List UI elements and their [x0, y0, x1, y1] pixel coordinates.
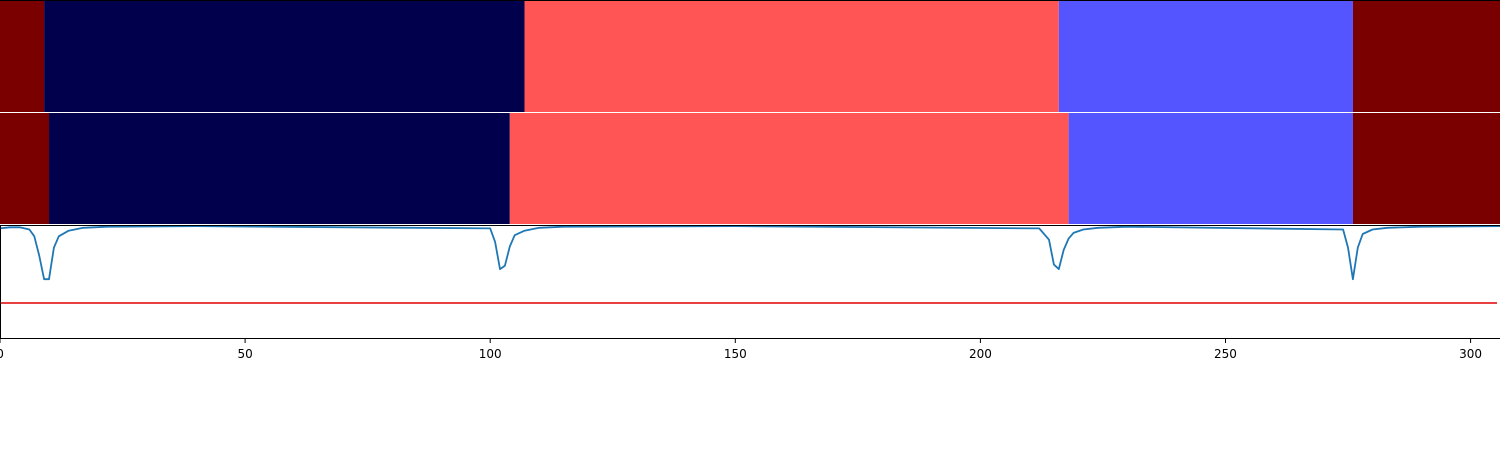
segment-class-d [1068, 113, 1353, 224]
segment-class-c [524, 1, 1059, 112]
segment-class-a [0, 113, 50, 224]
x-tick-label: 0 [0, 347, 4, 361]
segment-track-2 [0, 113, 1500, 224]
segment-class-a [0, 1, 45, 112]
x-tick-label: 50 [237, 347, 252, 361]
segment-class-c [509, 113, 1069, 224]
x-tick-label: 150 [724, 347, 747, 361]
x-tick-label: 100 [479, 347, 502, 361]
x-tick-label: 300 [1459, 347, 1482, 361]
segment-class-a [1352, 1, 1500, 112]
segment-track-1 [0, 1, 1500, 112]
x-tick-label: 250 [1214, 347, 1237, 361]
signal-line [0, 225, 1500, 281]
signal-panel-background [0, 225, 1500, 338]
signal-panel [0, 0, 1500, 339]
segment-class-d [1058, 1, 1353, 112]
segment-class-b [44, 1, 525, 112]
x-axis: 0 50 100 150 200 250 300 [0, 338, 1482, 361]
segment-class-b [49, 113, 510, 224]
segment-class-a [1352, 113, 1500, 224]
x-tick-label: 200 [969, 347, 992, 361]
